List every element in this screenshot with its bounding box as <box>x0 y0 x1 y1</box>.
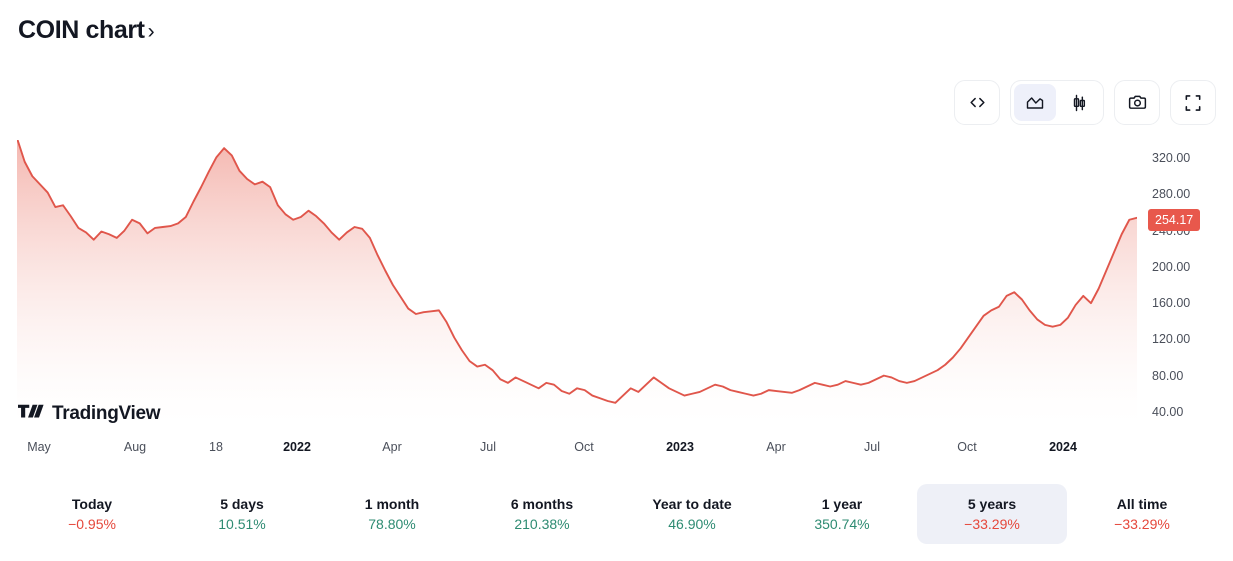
chart-type-candles-button[interactable] <box>1058 84 1100 121</box>
period-label: 5 days <box>220 496 264 512</box>
tradingview-watermark: TradingView <box>18 403 161 425</box>
period-label: 1 year <box>821 496 863 512</box>
price-axis-tick: 160.00 <box>1152 296 1191 311</box>
code-icon <box>968 93 987 112</box>
price-axis[interactable]: 320.00280.00240.00200.00160.00120.0080.0… <box>1152 140 1233 430</box>
period-option-5-days[interactable]: 5 days 10.51% <box>167 484 317 544</box>
chart-type-area-button[interactable] <box>1014 84 1056 121</box>
time-axis-tick: Aug <box>123 440 147 454</box>
period-change-value: −33.29% <box>964 516 1020 532</box>
tradingview-label: TradingView <box>52 403 161 424</box>
price-series-plot[interactable] <box>17 140 1137 430</box>
embed-code-button[interactable] <box>954 80 1000 125</box>
candlestick-icon <box>1069 93 1089 113</box>
period-option-all-time[interactable]: All time −33.29% <box>1067 484 1217 544</box>
price-axis-tick: 120.00 <box>1152 332 1191 347</box>
period-change-value: 78.80% <box>368 516 416 532</box>
price-axis-tick: 40.00 <box>1152 404 1184 419</box>
period-change-value: −33.29% <box>1114 516 1170 532</box>
current-price-badge: 254.17 <box>1148 208 1201 232</box>
time-axis-tick: 2022 <box>283 440 311 454</box>
period-label: Today <box>71 496 113 512</box>
time-axis-tick: Oct <box>574 440 594 454</box>
period-change-value: −0.95% <box>68 516 116 532</box>
time-axis-tick: 2023 <box>666 440 694 454</box>
period-label: 6 months <box>510 496 574 512</box>
price-series-svg <box>17 140 1137 430</box>
period-label: All time <box>1116 496 1168 512</box>
fullscreen-icon <box>1183 93 1203 113</box>
series-area-fill <box>17 140 1137 430</box>
fullscreen-button[interactable] <box>1170 80 1216 125</box>
period-change-value: 350.74% <box>814 516 870 532</box>
page-title: COIN chart <box>18 16 145 44</box>
time-axis-tick: 2024 <box>1049 440 1077 454</box>
time-axis-tick: Oct <box>957 440 977 454</box>
time-axis[interactable]: May Aug 18 2022 Apr Jul Oct 2023 Apr Jul Oct 2024 <box>0 441 1233 461</box>
period-option-year-to-date[interactable]: Year to date 46.90% <box>617 484 767 544</box>
chevron-right-icon[interactable]: › <box>147 20 155 43</box>
time-axis-tick: Jul <box>480 440 496 454</box>
period-option-6-months[interactable]: 6 months 210.38% <box>467 484 617 544</box>
period-selector: Today −0.95% 5 days 10.51% 1 month 78.80% 6 mo… <box>17 484 1217 544</box>
chart-header: COIN chart › <box>18 18 155 43</box>
price-axis-tick: 320.00 <box>1152 151 1191 166</box>
period-label: 5 years <box>967 496 1017 512</box>
tradingview-logo-icon <box>18 403 45 425</box>
price-axis-tick: 280.00 <box>1152 187 1191 202</box>
price-axis-tick: 80.00 <box>1152 368 1184 383</box>
period-change-value: 46.90% <box>668 516 716 532</box>
series-line <box>17 140 1137 404</box>
chart-type-group <box>1010 80 1104 125</box>
period-change-value: 210.38% <box>514 516 570 532</box>
time-axis-tick: 18 <box>209 440 223 454</box>
price-axis-tick: 200.00 <box>1152 259 1191 274</box>
area-chart-icon <box>1025 93 1045 113</box>
time-axis-tick: Jul <box>864 440 880 454</box>
period-label: Year to date <box>652 496 732 512</box>
time-axis-tick: Apr <box>382 440 402 454</box>
chart-plot-area[interactable] <box>0 140 1233 430</box>
period-option-1-year[interactable]: 1 year 350.74% <box>767 484 917 544</box>
period-option-today[interactable]: Today −0.95% <box>17 484 167 544</box>
time-axis-tick: May <box>27 440 51 454</box>
period-change-value: 10.51% <box>218 516 266 532</box>
chart-toolbar <box>954 80 1216 125</box>
time-axis-tick: Apr <box>766 440 786 454</box>
period-label: 1 month <box>364 496 420 512</box>
period-option-5-years[interactable]: 5 years −33.29% <box>917 484 1067 544</box>
period-option-1-month[interactable]: 1 month 78.80% <box>317 484 467 544</box>
camera-icon <box>1127 92 1148 113</box>
snapshot-button[interactable] <box>1114 80 1160 125</box>
